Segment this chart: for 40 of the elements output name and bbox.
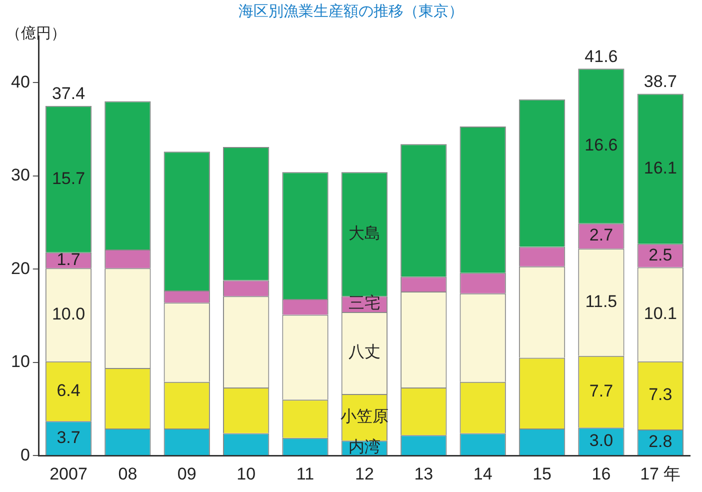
- chart-title: 海区別漁業生産額の推移（東京）: [238, 2, 464, 21]
- total-label: 41.6: [584, 46, 618, 66]
- series-label: 八丈: [348, 342, 380, 362]
- y-axis-title: （億円）: [6, 24, 66, 43]
- data-label: 2.5: [648, 245, 672, 264]
- y-tick-label: 30: [10, 166, 30, 185]
- data-label: 2.8: [648, 432, 672, 451]
- data-label: 1.7: [56, 250, 80, 269]
- data-label: 15.7: [52, 168, 86, 188]
- x-tick-label: 11: [296, 464, 314, 484]
- data-label: 16.1: [644, 158, 677, 178]
- data-label: 3.7: [56, 428, 80, 447]
- data-label: 2.7: [589, 226, 614, 245]
- x-tick-label: 12: [354, 464, 374, 484]
- series-label: 大島: [348, 223, 380, 242]
- y-tick-label: 40: [10, 72, 30, 92]
- x-tick-label: 09: [177, 464, 196, 484]
- x-tick-label: 10: [236, 464, 256, 484]
- x-tick-label: 14: [473, 464, 492, 484]
- total-label: 38.7: [644, 72, 677, 91]
- series-label: 三宅: [348, 293, 380, 312]
- x-tick-label: 15: [532, 464, 552, 484]
- x-tick-label: 2007: [50, 464, 88, 484]
- x-tick-label: 08: [118, 464, 138, 484]
- x-tick-label: 17 年: [640, 464, 681, 484]
- data-label: 16.6: [584, 136, 618, 155]
- data-label: 10.0: [52, 304, 86, 324]
- data-label: 7.7: [589, 381, 614, 400]
- x-tick-label: 16: [592, 464, 611, 484]
- data-label: 6.4: [56, 380, 80, 400]
- total-label: 37.4: [52, 84, 86, 104]
- data-label: 7.3: [648, 385, 672, 404]
- x-tick-label: 13: [414, 464, 434, 484]
- y-tick-label: 0: [20, 445, 30, 464]
- data-label: 11.5: [585, 292, 618, 311]
- y-tick-label: 20: [10, 258, 30, 278]
- data-label: 10.1: [644, 304, 677, 324]
- y-tick-label: 10: [10, 352, 30, 372]
- series-label: 内湾: [348, 437, 380, 456]
- data-label: 3.0: [589, 431, 614, 450]
